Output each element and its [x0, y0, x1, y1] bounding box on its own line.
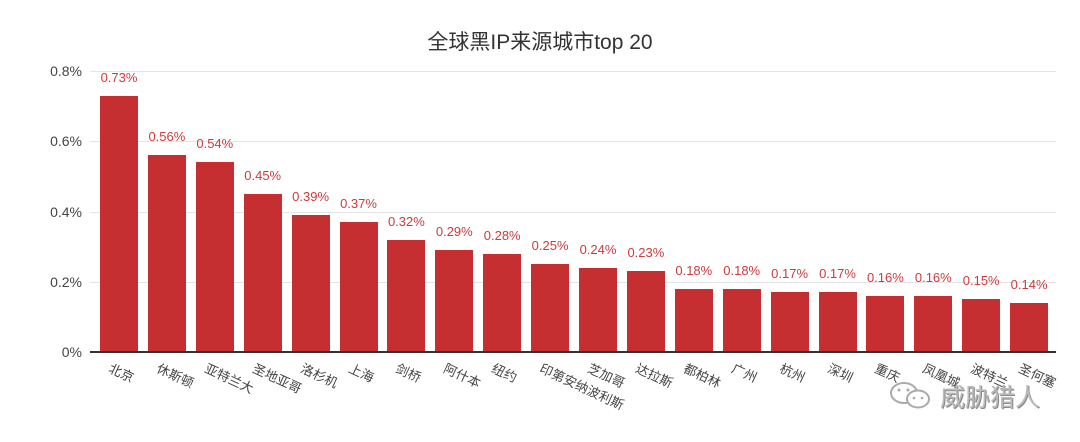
value-label: 0.29%: [435, 224, 473, 240]
bar[interactable]: [147, 155, 186, 352]
value-label: 0.17%: [771, 266, 809, 282]
value-label: 0.17%: [819, 266, 856, 282]
x-tick-label: 都柏林: [681, 360, 723, 391]
value-label: 0.32%: [387, 213, 425, 229]
bar[interactable]: [818, 292, 857, 352]
x-axis-line: [90, 351, 1056, 353]
value-label: 0.39%: [292, 189, 330, 204]
x-tick-label: 杭州: [776, 360, 807, 386]
y-tick-label: 0.4%: [50, 203, 82, 220]
x-tick-label: 剑桥: [393, 360, 424, 386]
bar[interactable]: [914, 295, 953, 352]
bar[interactable]: [100, 95, 138, 352]
y-tick-label: 0%: [61, 344, 82, 360]
value-label: 0.14%: [1010, 276, 1048, 292]
value-label: 0.24%: [579, 241, 617, 257]
value-label: 0.73%: [100, 69, 138, 85]
value-label: 0.18%: [723, 262, 761, 278]
x-tick-label: 深圳: [824, 360, 855, 386]
y-tick-label: 0.8%: [50, 63, 82, 79]
wechat-icon: [888, 381, 934, 411]
x-tick-label: 洛杉机: [297, 360, 340, 391]
bar[interactable]: [866, 295, 905, 352]
value-label: 0.54%: [196, 136, 234, 152]
x-tick-label: 阿什本: [441, 360, 484, 391]
value-label: 0.56%: [148, 129, 186, 145]
gridline: [90, 141, 1056, 142]
value-label: 0.16%: [914, 269, 952, 285]
value-label: 0.37%: [340, 196, 377, 212]
x-tick-label: 圣地亚哥: [250, 360, 304, 397]
value-label: 0.28%: [483, 227, 521, 243]
watermark-text: 威胁猎人: [940, 384, 1041, 412]
bar[interactable]: [626, 271, 665, 352]
gridline: [90, 282, 1056, 283]
x-tick-label: 上海: [345, 360, 376, 386]
bar[interactable]: [339, 222, 378, 352]
x-tick-label: 广州: [729, 360, 759, 386]
bar[interactable]: [722, 288, 761, 352]
value-label: 0.23%: [627, 245, 665, 261]
bar[interactable]: [291, 215, 330, 352]
bar[interactable]: [387, 239, 426, 352]
bar[interactable]: [674, 288, 713, 352]
chart-title: 全球黑IP来源城市top 20: [427, 31, 653, 54]
x-tick-label: 北京: [106, 360, 137, 386]
x-tick-label: 达拉斯: [633, 360, 675, 391]
value-label: 0.25%: [531, 238, 569, 254]
bar[interactable]: [962, 299, 1001, 352]
bar[interactable]: [770, 292, 809, 352]
value-label: 0.45%: [244, 167, 282, 183]
bar[interactable]: [435, 250, 474, 352]
x-tick-label: 亚特兰大: [202, 360, 256, 397]
bar[interactable]: [483, 253, 522, 352]
bar[interactable]: [243, 193, 282, 352]
bar[interactable]: [579, 267, 617, 352]
bar[interactable]: [195, 162, 234, 352]
gridline: [90, 212, 1056, 213]
y-tick-label: 0.2%: [50, 273, 82, 290]
watermark: 威胁猎人: [888, 378, 1040, 414]
value-label: 0.18%: [675, 262, 713, 278]
value-label: 0.16%: [866, 269, 904, 285]
x-tick-label: 纽约: [489, 360, 520, 386]
bar[interactable]: [531, 264, 570, 352]
value-label: 0.15%: [962, 273, 1000, 289]
gridline: [90, 71, 1056, 72]
y-tick-label: 0.6%: [50, 133, 82, 150]
bar[interactable]: [1010, 302, 1049, 352]
x-tick-label: 休斯顿: [154, 360, 196, 391]
